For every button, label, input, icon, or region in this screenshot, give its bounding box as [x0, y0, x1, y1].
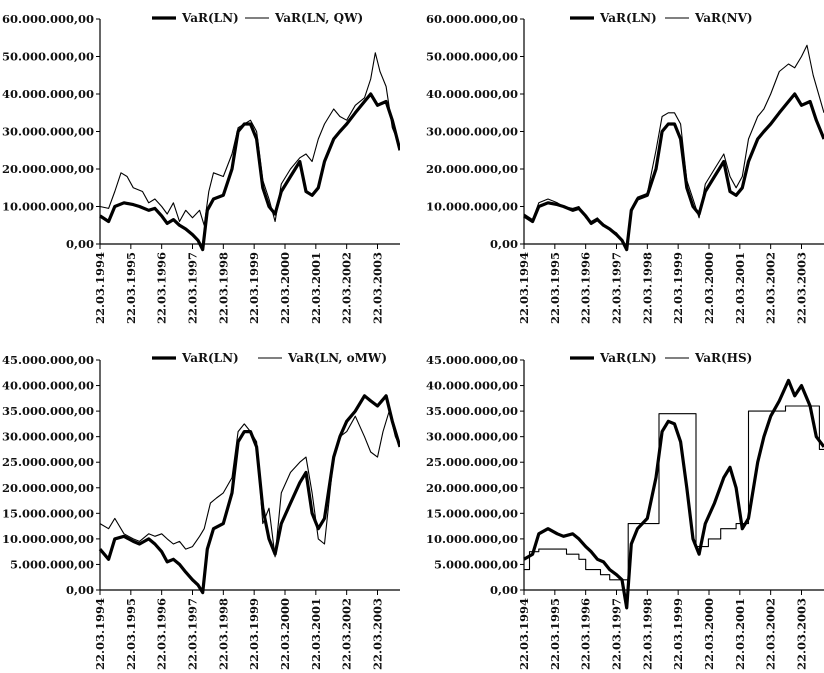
x-tick-label: 22.03.1998: [216, 598, 230, 670]
x-tick-label: 22.03.1997: [609, 252, 623, 324]
x-tick-label: 22.03.1996: [155, 598, 169, 670]
x-tick-label: 22.03.1996: [579, 598, 593, 670]
y-tick-label: 0,00: [490, 583, 518, 597]
y-tick-label: 50.000.000,00: [426, 50, 518, 64]
series-line-var-ln: [99, 92, 400, 252]
y-tick-label: 45.000.000,00: [2, 353, 94, 367]
legend-entry: VaR(HS): [694, 351, 752, 365]
y-tick-label: 15.000.000,00: [2, 506, 94, 520]
y-tick-label: 20.000.000,00: [2, 481, 94, 495]
y-tick-label: 0,00: [66, 583, 94, 597]
chart-panel-4: 45.000.000,00 40.000.000,00 35.000.000,00 3…: [426, 351, 824, 670]
y-tick-label: 40.000.000,00: [426, 379, 518, 393]
legend: VaR(LN) VaR(NV): [570, 11, 753, 25]
x-tick-label: 22.03.2001: [309, 252, 323, 324]
x-tick-label: 22.03.1995: [124, 252, 138, 324]
y-tick-label: 10.000.000,00: [426, 532, 518, 546]
x-tick-label: 22.03.1999: [671, 252, 685, 324]
series-line-var-ln: [523, 92, 824, 252]
x-tick-label: 22.03.1999: [247, 598, 261, 670]
x-tick-label: 22.03.1997: [185, 598, 199, 670]
x-tick-label: 22.03.1994: [517, 252, 531, 324]
y-tick-label: 40.000.000,00: [2, 87, 94, 101]
x-tick-label: 22.03.2002: [340, 598, 354, 670]
y-tick-label: 30.000.000,00: [426, 125, 518, 139]
x-tick-label: 22.03.1995: [548, 598, 562, 670]
legend: VaR(LN) VaR(LN, QW): [152, 11, 363, 25]
x-tick-label: 22.03.1999: [247, 252, 261, 324]
legend-entry: VaR(NV): [694, 11, 753, 25]
y-tick-label: 35.000.000,00: [2, 404, 94, 418]
chart-panel-2: 60.000.000,00 50.000.000,00 40.000.000,00 3…: [426, 11, 824, 324]
y-tick-label: 50.000.000,00: [2, 50, 94, 64]
x-tick-label: 22.03.2000: [278, 252, 292, 324]
y-tick-label: 20.000.000,00: [2, 162, 94, 176]
x-tick-label: 22.03.1994: [517, 598, 531, 670]
legend-entry: VaR(LN): [599, 351, 657, 365]
x-tick-label: 22.03.2003: [794, 252, 808, 324]
legend-entry: VaR(LN): [181, 11, 239, 25]
x-tick-label: 22.03.1999: [671, 598, 685, 670]
chart-panel-3: 45.000.000,00 40.000.000,00 35.000.000,00 3…: [2, 351, 400, 670]
y-tick-label: 60.000.000,00: [2, 12, 94, 26]
series-line-var-ln: [523, 378, 824, 610]
y-tick-label: 15.000.000,00: [426, 506, 518, 520]
x-tick-label: 22.03.2000: [702, 252, 716, 324]
x-tick-label: 22.03.2003: [794, 598, 808, 670]
series-line-var-ln: [98, 394, 400, 595]
x-tick-label: 22.03.1996: [579, 252, 593, 324]
y-tick-label: 10.000.000,00: [2, 532, 94, 546]
y-tick-label: 30.000.000,00: [2, 125, 94, 139]
x-tick-label: 22.03.1994: [93, 252, 107, 324]
x-tick-label: 22.03.2001: [309, 598, 323, 670]
legend-entry: VaR(LN): [599, 11, 657, 25]
x-tick-label: 22.03.1995: [548, 252, 562, 324]
x-tick-label: 22.03.1994: [93, 598, 107, 670]
y-tick-label: 10.000.000,00: [426, 200, 518, 214]
x-tick-label: 22.03.2003: [370, 252, 384, 324]
series-line-var-hs: [524, 405, 824, 581]
legend-entry: VaR(LN, oMW): [287, 351, 387, 365]
x-tick-label: 22.03.2002: [764, 598, 778, 670]
x-tick-label: 22.03.2002: [340, 252, 354, 324]
x-tick-label: 22.03.1997: [185, 252, 199, 324]
y-tick-label: 30.000.000,00: [426, 430, 518, 444]
legend: VaR(LN) VaR(LN, oMW): [152, 351, 387, 365]
x-tick-label: 22.03.2001: [733, 598, 747, 670]
y-tick-label: 20.000.000,00: [426, 481, 518, 495]
x-tick-label: 22.03.2000: [702, 598, 716, 670]
x-tick-label: 22.03.2003: [370, 598, 384, 670]
y-tick-label: 25.000.000,00: [2, 455, 94, 469]
x-tick-label: 22.03.1997: [609, 598, 623, 670]
y-tick-label: 20.000.000,00: [426, 162, 518, 176]
legend-entry: VaR(LN, QW): [274, 11, 363, 25]
x-tick-label: 22.03.1998: [216, 252, 230, 324]
series-line-var-nv: [523, 44, 824, 247]
y-tick-label: 30.000.000,00: [2, 430, 94, 444]
x-tick-label: 22.03.1996: [155, 252, 169, 324]
x-tick-label: 22.03.1998: [640, 598, 654, 670]
x-tick-label: 22.03.2001: [733, 252, 747, 324]
x-tick-label: 22.03.2002: [764, 252, 778, 324]
chart-panel-1: 60.000.000,00 50.000.000,00 40.000.000,00 3…: [2, 11, 400, 324]
y-tick-label: 10.000.000,00: [2, 200, 94, 214]
series-line-var-ln-omw: [99, 410, 400, 558]
x-tick-label: 22.03.1998: [640, 252, 654, 324]
x-tick-label: 22.03.2000: [278, 598, 292, 670]
y-tick-label: 0,00: [490, 237, 518, 251]
legend: VaR(LN) VaR(HS): [570, 351, 752, 365]
y-tick-label: 40.000.000,00: [2, 379, 94, 393]
legend-entry: VaR(LN): [181, 351, 239, 365]
x-tick-label: 22.03.1995: [124, 598, 138, 670]
y-tick-label: 60.000.000,00: [426, 12, 518, 26]
y-tick-label: 5.000.000,00: [434, 557, 518, 571]
y-tick-label: 35.000.000,00: [426, 404, 518, 418]
y-tick-label: 45.000.000,00: [426, 353, 518, 367]
y-tick-label: 40.000.000,00: [426, 87, 518, 101]
series-line-var-ln-qw: [99, 52, 400, 226]
y-tick-label: 25.000.000,00: [426, 455, 518, 469]
y-tick-label: 0,00: [66, 237, 94, 251]
y-tick-label: 5.000.000,00: [10, 557, 94, 571]
